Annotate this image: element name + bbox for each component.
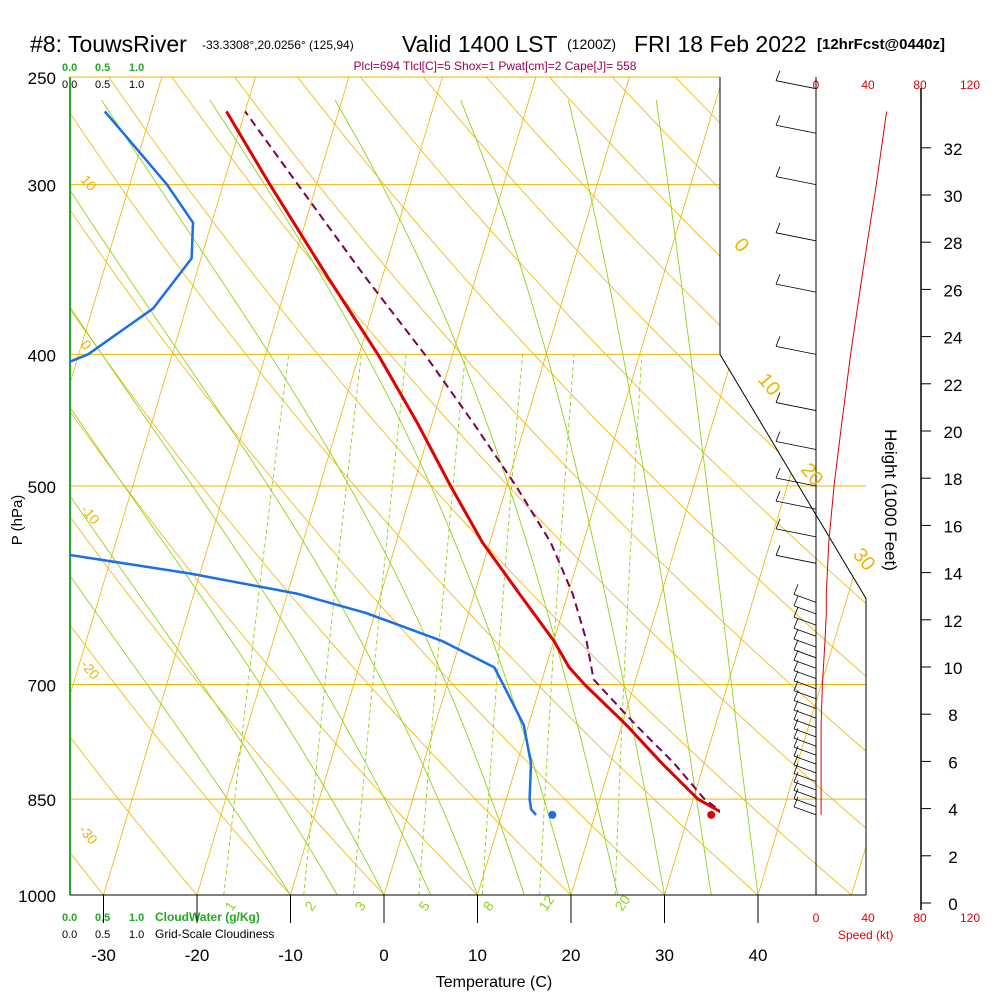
height-tick-label: 2	[948, 848, 957, 867]
height-tick-label: 28	[944, 234, 963, 253]
x-tick-label: 20	[562, 946, 581, 965]
pressure-tick-label: 400	[28, 346, 56, 365]
height-tick-label: 12	[944, 612, 963, 631]
x-tick-label: 10	[468, 946, 487, 965]
pressure-tick-label: 500	[28, 478, 56, 497]
pressure-tick-label: 300	[28, 177, 56, 196]
cloud-water-scale-top-2: 1.0	[129, 62, 144, 74]
height-tick-label: 16	[944, 517, 963, 536]
cloud-water-scale-bottom-1: 0.5	[95, 912, 110, 924]
height-tick-label: 14	[944, 565, 963, 584]
height-tick-label: 18	[944, 470, 963, 489]
cloudiness-scale-top-1: 0.5	[95, 79, 110, 91]
speed-scale-top-1: 40	[861, 78, 875, 92]
cloudiness-scale-bottom-2: 1.0	[129, 929, 144, 941]
height-tick-label: 20	[944, 423, 963, 442]
forecast-run: [12hrFcst@0440z]	[817, 36, 945, 53]
height-tick-label: 10	[944, 659, 963, 678]
height-tick-label: 26	[944, 281, 963, 300]
speed-scale-top-2: 80	[913, 78, 927, 92]
station-title: #8: TouwsRiver	[30, 31, 187, 57]
cloud-water-scale-top-1: 0.5	[95, 62, 110, 74]
pressure-tick-label: 250	[28, 69, 56, 88]
speed-axis-label: Speed (kt)	[838, 928, 893, 942]
cloudiness-scale-top-2: 1.0	[129, 79, 144, 91]
cloudiness-label: Grid-Scale Cloudiness	[155, 927, 274, 941]
x-tick-label: -10	[278, 946, 303, 965]
zulu-time: (1200Z)	[567, 36, 616, 52]
x-tick-label: -30	[91, 946, 116, 965]
pressure-tick-label: 700	[28, 677, 56, 696]
height-tick-label: 24	[944, 329, 963, 348]
height-tick-label: 6	[948, 753, 957, 772]
speed-scale-top-3: 120	[960, 78, 980, 92]
x-axis-title: Temperature (C)	[436, 974, 552, 991]
cloud-water-scale-bottom-0: 0.0	[62, 912, 77, 924]
height-tick-label: 4	[948, 801, 957, 820]
surface-temperature-marker	[707, 811, 715, 819]
stability-indices: Plcl=694 Tlcl[C]=5 Shox=1 Pwat[cm]=2 Cap…	[354, 59, 637, 73]
x-tick-label: 0	[379, 946, 388, 965]
height-tick-label: 0	[948, 895, 957, 914]
speed-scale-bottom-0: 0	[813, 911, 820, 925]
height-tick-label: 30	[944, 187, 963, 206]
y-axis-title: P (hPa)	[9, 495, 26, 546]
speed-scale-bottom-2: 80	[913, 911, 927, 925]
height-tick-label: 22	[944, 376, 963, 395]
height-tick-label: 32	[944, 140, 963, 159]
cloudiness-scale-bottom-0: 0.0	[62, 929, 77, 941]
pressure-tick-label: 850	[28, 791, 56, 810]
cloud-water-label: CloudWater (g/Kg)	[155, 910, 260, 924]
station-coords: -33.3308°,20.0256° (125,94)	[202, 38, 354, 52]
pressure-tick-label: 1000	[18, 887, 56, 906]
x-tick-label: -20	[185, 946, 210, 965]
cloud-water-scale-bottom-2: 1.0	[129, 912, 144, 924]
surface-dewpoint-marker	[548, 811, 556, 819]
height-axis-title: Height (1000 Feet)	[881, 429, 900, 571]
x-tick-label: 30	[655, 946, 674, 965]
cloud-water-scale-top-0: 0.0	[62, 62, 77, 74]
speed-scale-bottom-1: 40	[861, 911, 875, 925]
valid-time: Valid 1400 LST	[402, 31, 558, 57]
x-tick-label: 40	[749, 946, 768, 965]
forecast-date: FRI 18 Feb 2022	[634, 31, 807, 57]
cloudiness-scale-bottom-1: 0.5	[95, 929, 110, 941]
speed-scale-bottom-3: 120	[960, 911, 980, 925]
height-tick-label: 8	[948, 706, 957, 725]
